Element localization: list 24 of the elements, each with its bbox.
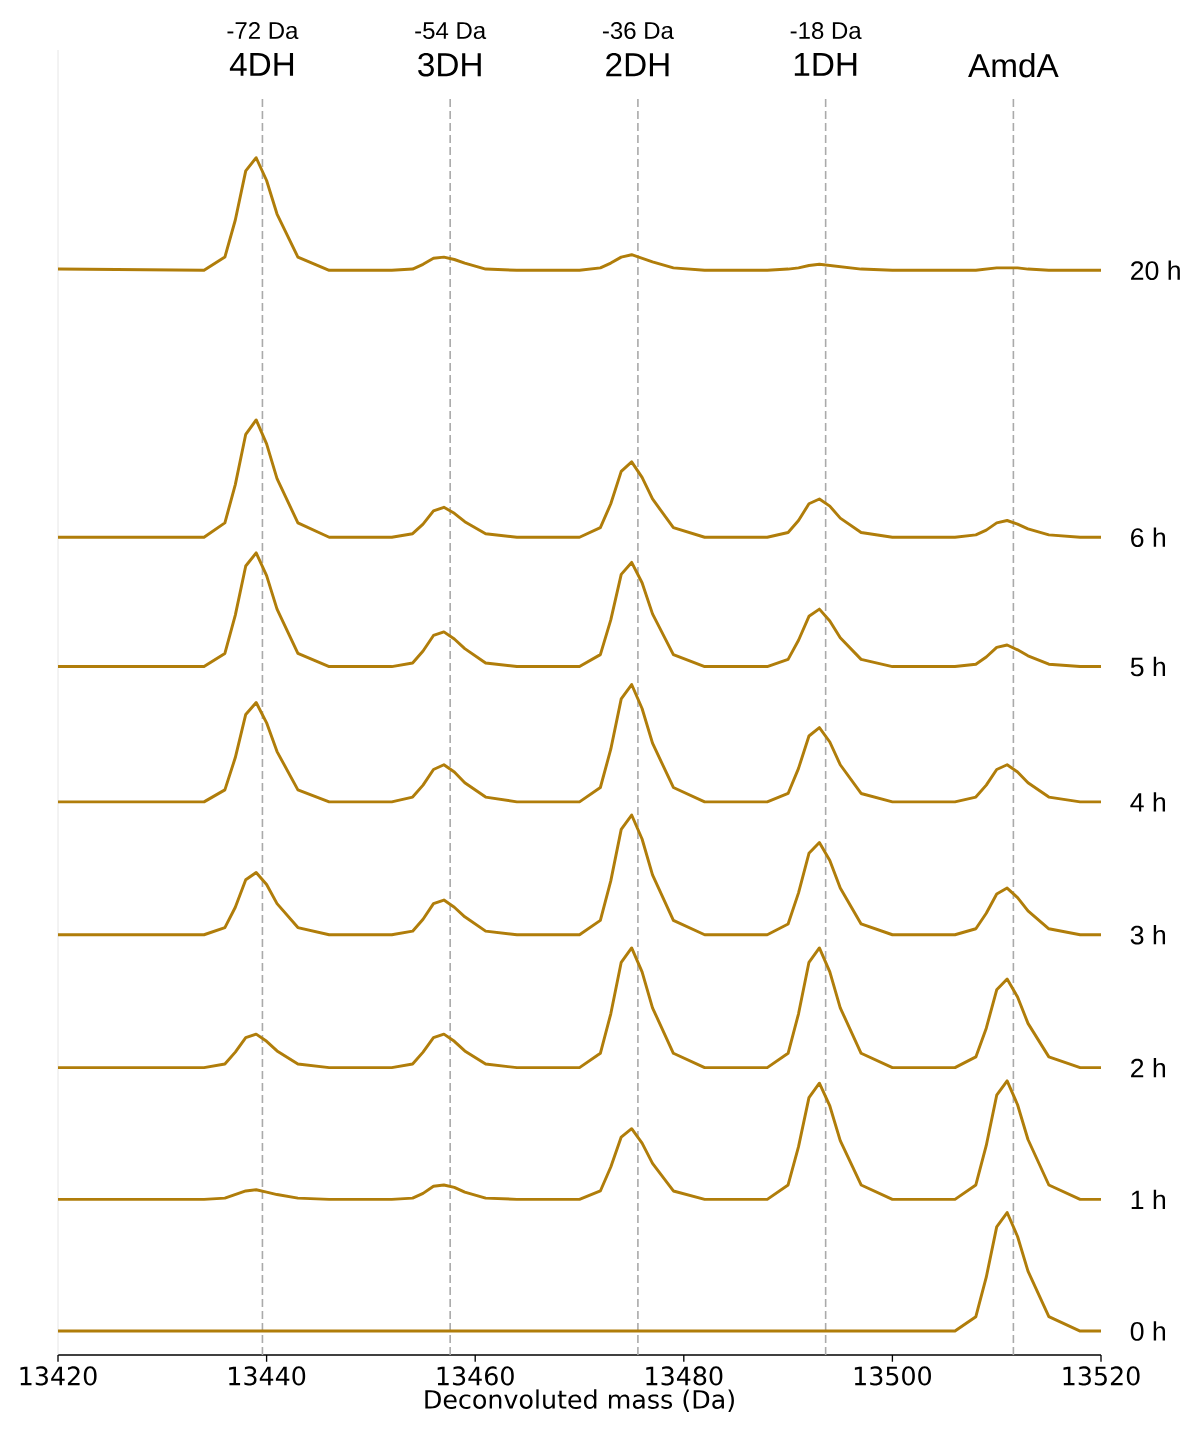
ref-line-label: 3DH	[418, 52, 481, 77]
x-tick-label: 13440	[229, 1366, 306, 1386]
series-label: 6 h	[1131, 527, 1166, 548]
series-label: 1 h	[1131, 1189, 1166, 1210]
ref-line-label: AmdA	[968, 52, 1059, 78]
x-tick-label: 13480	[646, 1366, 723, 1386]
series-label: 0 h	[1130, 1321, 1166, 1341]
series-label: 20 h	[1131, 260, 1180, 281]
series-label: 2 h	[1131, 1058, 1166, 1078]
x-tick-label: 13420	[20, 1366, 97, 1386]
series-label: 4 h	[1130, 792, 1166, 812]
ref-line-label: 4DH	[229, 52, 294, 76]
x-axis-title: Deconvoluted mass (Da)	[425, 1389, 734, 1412]
x-tick-label: 13500	[854, 1366, 931, 1386]
text: -36 Da	[602, 22, 674, 40]
text: -54 Da	[415, 22, 487, 40]
series-label: 3 h	[1130, 924, 1166, 945]
series-label: 5 h	[1130, 656, 1166, 677]
text: -72 Da	[227, 22, 299, 40]
text: -18 Da	[790, 22, 862, 40]
x-tick-label: 13460	[437, 1366, 514, 1386]
x-tick-label: 13520	[1063, 1366, 1140, 1386]
ref-line-label: 1DH	[794, 52, 857, 76]
ref-line-label: 2DH	[606, 52, 669, 77]
